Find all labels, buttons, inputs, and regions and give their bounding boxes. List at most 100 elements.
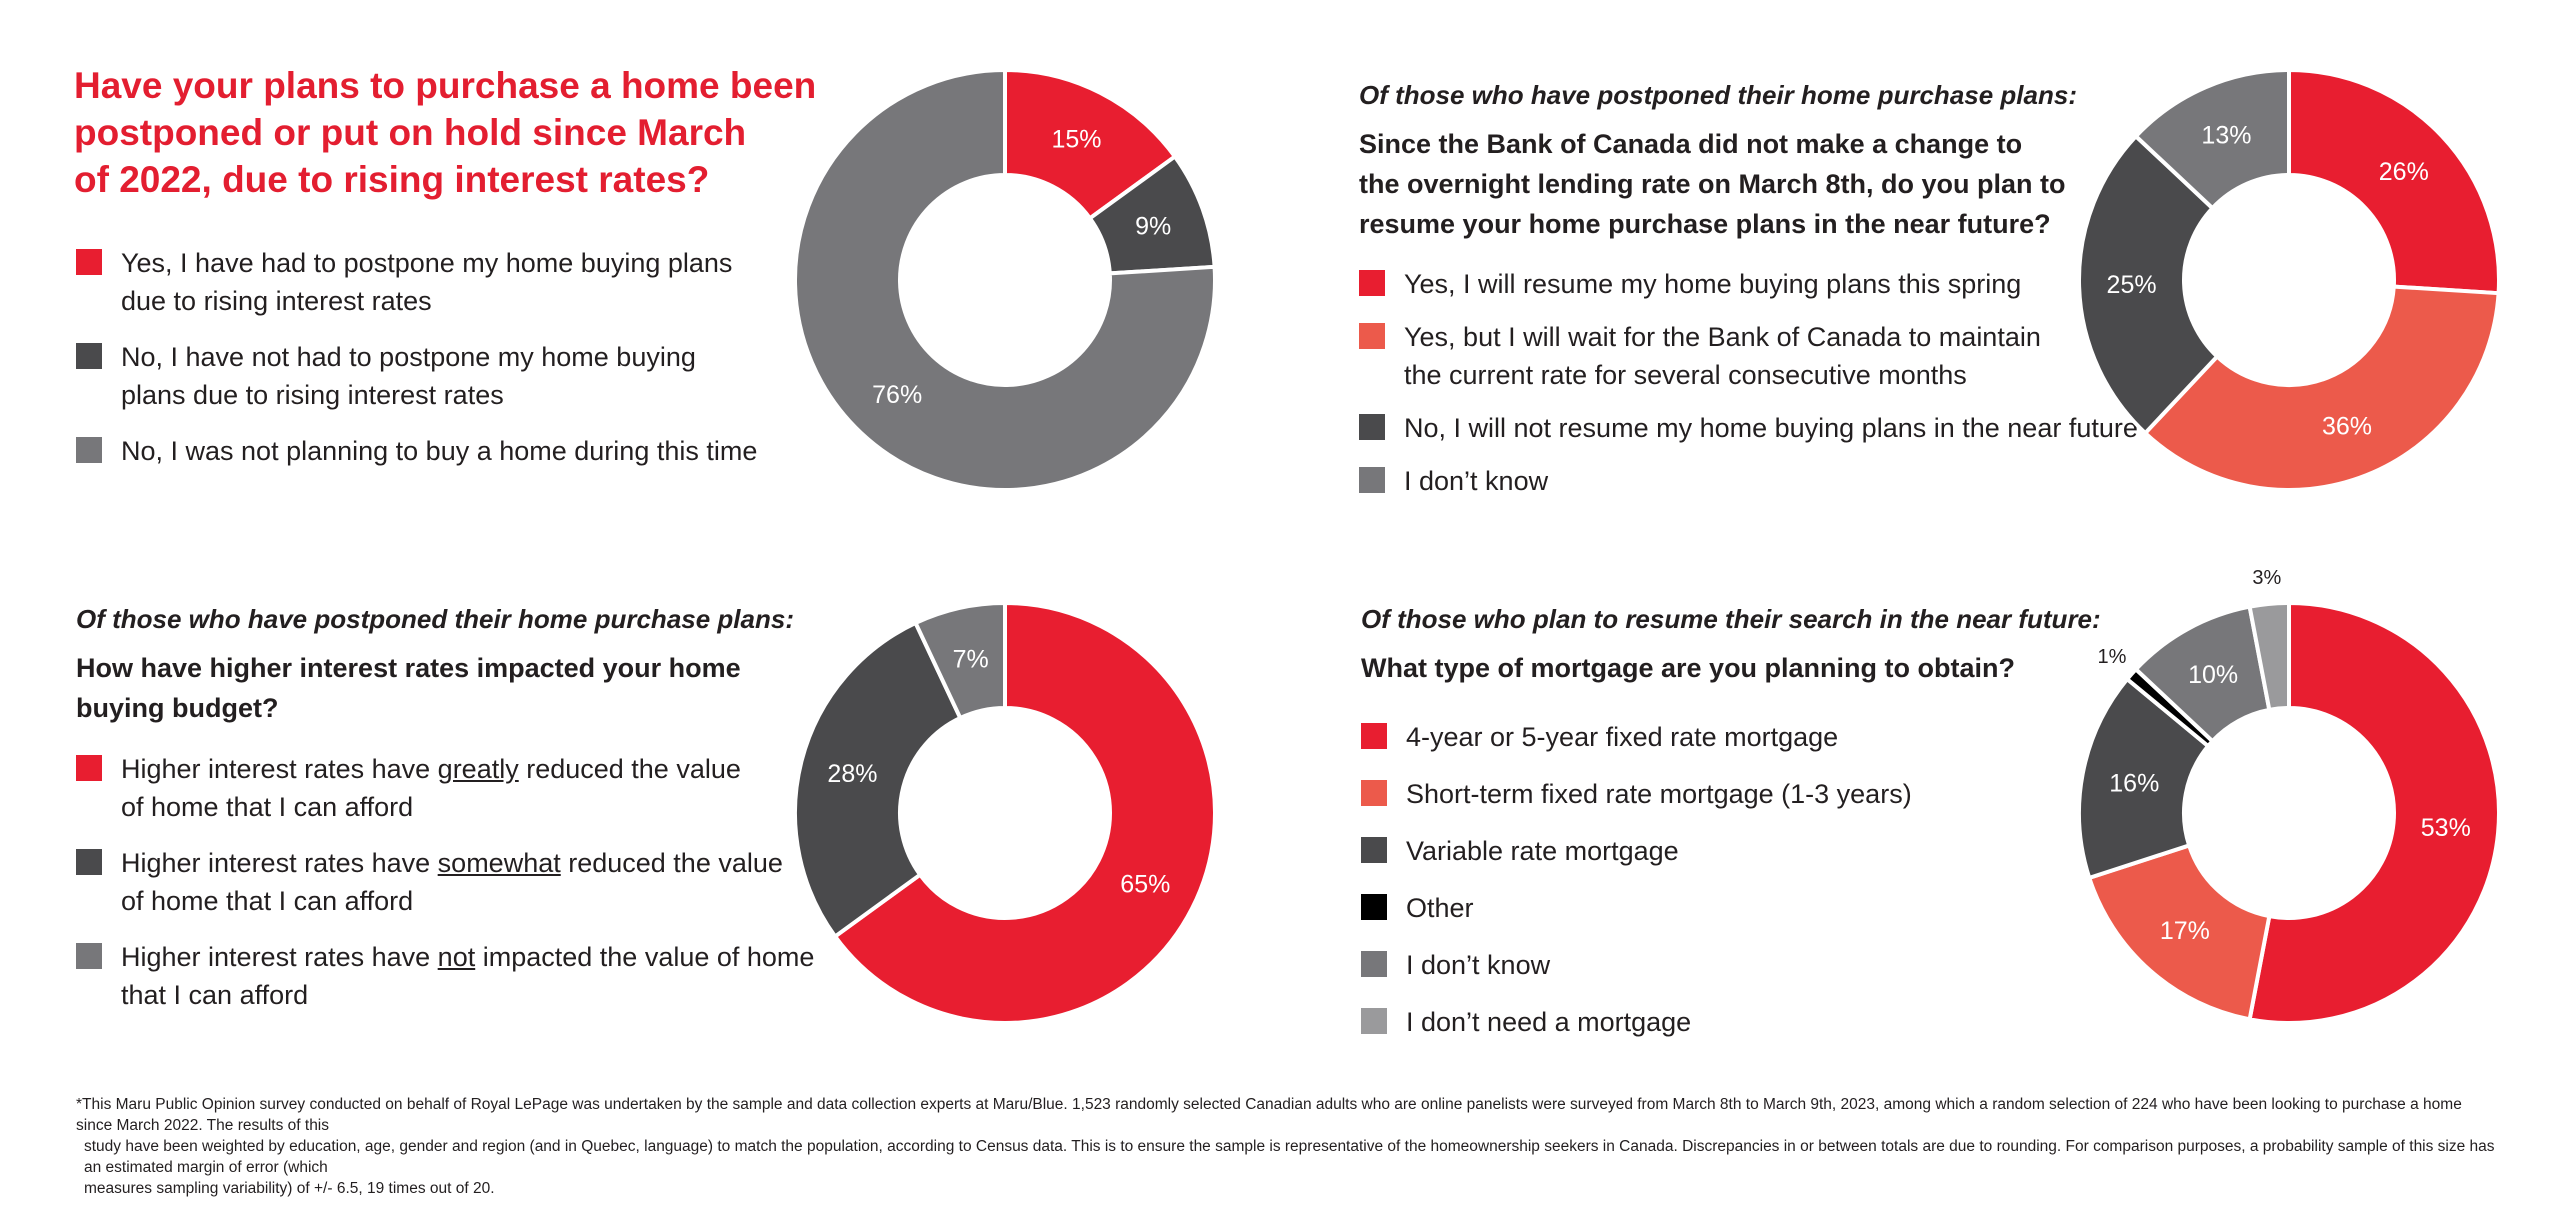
legend-label: Yes, but I will wait for the Bank of Can… xyxy=(1404,322,2041,352)
legend-item: Higher interest rates have somewhat redu… xyxy=(76,844,814,920)
donut-slice-label: 9% xyxy=(1135,213,1171,241)
legend-label: I don’t know xyxy=(1404,466,1549,496)
legend-label: No, I will not resume my home buying pla… xyxy=(1404,413,2138,443)
legend-label: that I can afford xyxy=(121,980,309,1010)
footnote-line: *This Maru Public Opinion survey conduct… xyxy=(76,1096,2462,1134)
legend-item: I don’t know xyxy=(1361,946,1912,984)
legend-label: Other xyxy=(1406,893,1474,923)
legend-item: 4-year or 5-year fixed rate mortgage xyxy=(1361,718,1912,756)
footnote-line: study have been weighted by education, a… xyxy=(84,1138,2495,1176)
donut-slice xyxy=(2077,133,2220,436)
chart2-question-line: the overnight lending rate on March 8th,… xyxy=(1359,169,2066,199)
donut-slice xyxy=(1003,67,1178,222)
legend-item: Yes, I have had to postpone my home buyi… xyxy=(76,244,757,320)
legend-swatch-dark-gray xyxy=(1359,414,1385,440)
legend-swatch-red xyxy=(76,755,102,781)
legend-label-end: reduced the value xyxy=(518,754,741,784)
legend-label: of home that I can afford xyxy=(121,792,414,822)
legend-item: Other xyxy=(1361,889,1912,927)
legend-item: Yes, I will resume my home buying plans … xyxy=(1359,265,2138,303)
chart2-intro: Of those who have postponed their home p… xyxy=(1359,80,2077,110)
legend-label: No, I have not had to postpone my home b… xyxy=(121,342,696,372)
legend-emphasis: not xyxy=(437,942,476,972)
chart1-donut: 15% 9% 76% xyxy=(793,67,1217,492)
chart2-question: Since the Bank of Canada did not make a … xyxy=(1359,124,2066,244)
legend-swatch-dark-gray xyxy=(76,849,102,875)
donut-slice xyxy=(2287,67,2501,296)
legend-label: I don’t need a mortgage xyxy=(1406,1007,1692,1037)
chart1-legend: Yes, I have had to postpone my home buyi… xyxy=(76,244,757,488)
chart2-donut: 26% 36% 25% 13% xyxy=(2077,67,2501,492)
legend-item: Short-term fixed rate mortgage (1-3 year… xyxy=(1361,775,1912,813)
legend-swatch-red xyxy=(1361,723,1387,749)
legend-item: Higher interest rates have greatly reduc… xyxy=(76,750,814,826)
legend-swatch-mid-gray xyxy=(76,943,102,969)
legend-item: No, I have not had to postpone my home b… xyxy=(76,338,757,414)
donut-slice xyxy=(2142,284,2501,492)
donut-slice xyxy=(2133,67,2291,211)
legend-swatch-dark-gray xyxy=(76,343,102,369)
chart3-question: How have higher interest rates impacted … xyxy=(76,648,741,728)
chart3-question-line: How have higher interest rates impacted … xyxy=(76,653,741,683)
legend-item: Higher interest rates have not impacted … xyxy=(76,938,814,1014)
legend-swatch-red xyxy=(76,249,102,275)
donut-slice-label: 53% xyxy=(2421,814,2471,842)
legend-label: plans due to rising interest rates xyxy=(121,380,504,410)
legend-label-start: Higher interest rates have xyxy=(121,942,438,972)
legend-label-end: reduced the value xyxy=(560,848,783,878)
chart3-question-line: buying budget? xyxy=(76,693,279,723)
chart4-intro: Of those who plan to resume their search… xyxy=(1361,604,2101,634)
donut-slice-label: 26% xyxy=(2379,158,2429,186)
donut-slice xyxy=(793,67,1217,492)
chart3-legend: Higher interest rates have greatly reduc… xyxy=(76,750,814,1032)
donut-slice xyxy=(2077,676,2211,881)
legend-item: No, I was not planning to buy a home dur… xyxy=(76,432,757,470)
legend-emphasis: somewhat xyxy=(437,848,561,878)
legend-item: Variable rate mortgage xyxy=(1361,832,1912,870)
chart4-question-line: What type of mortgage are you planning t… xyxy=(1361,653,2015,683)
legend-item: I don’t need a mortgage xyxy=(1361,1003,1912,1041)
donut-slice-label: 3% xyxy=(2252,567,2281,589)
legend-label-end: impacted the value of home xyxy=(475,942,815,972)
donut-slice xyxy=(912,600,1007,721)
donut-slice-label: 28% xyxy=(827,760,877,788)
chart1-title-line: of 2022, due to rising interest rates? xyxy=(74,159,710,200)
footnote-line: measures sampling variability) of +/- 6.… xyxy=(84,1180,495,1197)
legend-label: Variable rate mortgage xyxy=(1406,836,1679,866)
donut-slice xyxy=(832,600,1217,1025)
legend-item: No, I will not resume my home buying pla… xyxy=(1359,409,2138,447)
legend-emphasis: greatly xyxy=(437,754,519,784)
chart2-question-line: resume your home purchase plans in the n… xyxy=(1359,209,2051,239)
donut-slice-label: 16% xyxy=(2109,769,2159,797)
legend-label: 4-year or 5-year fixed rate mortgage xyxy=(1406,722,1839,752)
legend-label: Yes, I have had to postpone my home buyi… xyxy=(121,248,733,278)
legend-swatch-coral xyxy=(1359,323,1385,349)
donut-slice-label: 1% xyxy=(2098,646,2127,668)
chart4-legend: 4-year or 5-year fixed rate mortgage Sho… xyxy=(1361,718,1912,1060)
legend-swatch-mid-gray xyxy=(1359,467,1385,493)
donut-slice xyxy=(2247,600,2501,1025)
legend-swatch-mid-gray xyxy=(1361,951,1387,977)
legend-label: Yes, I will resume my home buying plans … xyxy=(1404,269,2022,299)
chart1-title-line: postponed or put on hold since March xyxy=(74,112,747,153)
donut-slice-label: 17% xyxy=(2160,917,2210,945)
donut-slice xyxy=(2247,600,2291,713)
donut-slice-label: 25% xyxy=(2107,271,2157,299)
legend-label: of home that I can afford xyxy=(121,886,414,916)
legend-item: I don’t know xyxy=(1359,462,2138,500)
legend-item: Yes, but I will wait for the Bank of Can… xyxy=(1359,318,2138,394)
legend-label: the current rate for several consecutive… xyxy=(1404,360,1967,390)
survey-footnote: *This Maru Public Opinion survey conduct… xyxy=(76,1094,2496,1199)
legend-swatch-mid-gray xyxy=(76,437,102,463)
donut-slice-label: 65% xyxy=(1120,871,1170,899)
chart4-donut: 53% 17% 16% 1% 10% 3% xyxy=(2077,567,2501,1025)
legend-swatch-red xyxy=(1359,270,1385,296)
chart2-question-line: Since the Bank of Canada did not make a … xyxy=(1359,129,2023,159)
legend-swatch-light-gray xyxy=(1361,1008,1387,1034)
legend-swatch-dark-gray xyxy=(1361,837,1387,863)
legend-label: I don’t know xyxy=(1406,950,1551,980)
chart3-donut: 65% 28% 7% xyxy=(793,600,1217,1025)
chart4-question: What type of mortgage are you planning t… xyxy=(1361,648,2015,688)
legend-swatch-coral xyxy=(1361,780,1387,806)
chart3-intro: Of those who have postponed their home p… xyxy=(76,604,794,634)
